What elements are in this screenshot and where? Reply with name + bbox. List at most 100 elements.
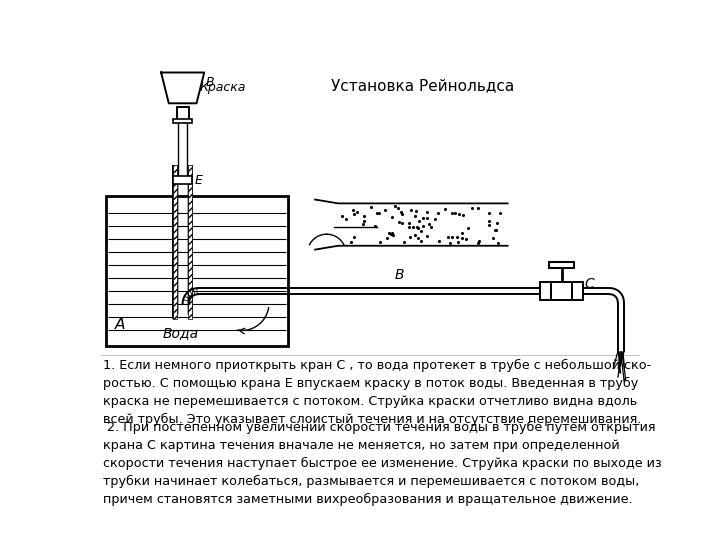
Point: [443, 233, 454, 241]
Point: [348, 210, 359, 218]
Point: [345, 238, 356, 246]
Point: [495, 209, 506, 218]
Point: [418, 222, 429, 231]
Text: Краска: Краска: [199, 82, 246, 94]
Point: [358, 219, 369, 228]
Point: [359, 217, 370, 226]
Point: [383, 228, 395, 237]
Point: [474, 237, 485, 245]
Point: [456, 234, 468, 242]
Polygon shape: [161, 72, 204, 103]
Point: [417, 214, 428, 222]
Point: [386, 213, 397, 221]
Point: [483, 221, 495, 230]
Bar: [188, 165, 192, 319]
Point: [487, 234, 498, 242]
Text: 1. Если немного приоткрыть кран C , то вода протекет в трубе с небольшой ско-
ро: 1. Если немного приоткрыть кран C , то в…: [104, 359, 652, 426]
Point: [439, 205, 451, 213]
Point: [348, 233, 360, 241]
Point: [385, 230, 397, 239]
Point: [444, 239, 456, 247]
Point: [429, 214, 441, 223]
Point: [415, 237, 427, 246]
Point: [371, 209, 382, 218]
Point: [397, 219, 408, 227]
Point: [456, 229, 468, 238]
Point: [483, 217, 495, 225]
Point: [467, 204, 478, 212]
Text: B: B: [395, 268, 405, 282]
Point: [386, 228, 397, 237]
Point: [351, 207, 363, 216]
Point: [472, 204, 483, 212]
Bar: [174, 177, 192, 184]
Point: [458, 211, 469, 219]
Point: [389, 201, 400, 210]
Bar: [572, 282, 583, 300]
Point: [415, 227, 426, 235]
Point: [449, 208, 460, 217]
Bar: [176, 107, 189, 120]
Point: [396, 210, 408, 218]
Point: [483, 209, 495, 218]
Point: [490, 226, 501, 234]
Bar: [106, 195, 288, 346]
Point: [446, 233, 458, 241]
Point: [492, 239, 504, 247]
Point: [387, 231, 399, 239]
Point: [395, 208, 407, 217]
Point: [461, 234, 472, 243]
Text: Вода: Вода: [163, 327, 199, 341]
Point: [381, 234, 392, 243]
Point: [462, 224, 474, 232]
Text: A: A: [115, 317, 125, 332]
Point: [403, 219, 415, 228]
Bar: [174, 119, 192, 123]
Point: [410, 231, 421, 239]
Point: [413, 216, 425, 225]
Point: [446, 209, 458, 218]
Point: [410, 212, 421, 221]
Point: [421, 232, 433, 240]
Bar: [174, 165, 177, 319]
Text: 2. При постепенном увеличении скорости течения воды в трубе путем открытия
крана: 2. При постепенном увеличении скорости т…: [104, 421, 662, 506]
Point: [489, 226, 500, 234]
Point: [347, 206, 359, 215]
Point: [412, 223, 423, 232]
Text: C: C: [585, 277, 594, 291]
Point: [472, 238, 484, 247]
Point: [341, 214, 352, 223]
Text: Установка Рейнольдса: Установка Рейнольдса: [331, 78, 515, 93]
Point: [423, 219, 435, 228]
Point: [336, 212, 348, 221]
Point: [425, 223, 436, 232]
Bar: [549, 262, 574, 268]
Point: [453, 238, 464, 246]
Point: [454, 210, 465, 219]
Point: [405, 206, 417, 215]
Point: [433, 237, 445, 245]
Point: [374, 208, 385, 217]
Point: [410, 207, 422, 215]
Point: [398, 238, 410, 246]
Point: [413, 233, 424, 242]
Point: [392, 204, 403, 212]
Point: [405, 233, 416, 241]
Point: [421, 214, 433, 222]
Bar: [540, 282, 551, 300]
Point: [403, 222, 415, 231]
Point: [408, 222, 419, 231]
Point: [393, 218, 405, 226]
Point: [358, 212, 369, 220]
Text: E: E: [194, 174, 202, 187]
Point: [421, 208, 433, 217]
Point: [379, 206, 391, 214]
Point: [366, 202, 377, 211]
Point: [451, 233, 462, 241]
Text: B: B: [206, 76, 215, 89]
Point: [374, 238, 386, 246]
Bar: [551, 282, 572, 300]
Point: [491, 218, 503, 227]
Point: [369, 221, 381, 230]
Point: [432, 208, 444, 217]
